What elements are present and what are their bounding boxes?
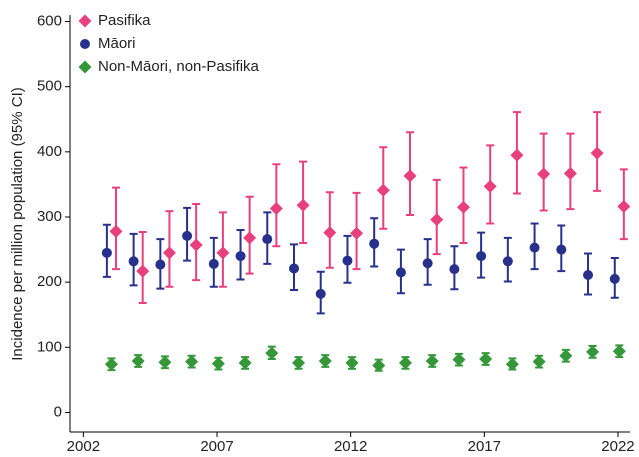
marker xyxy=(502,256,513,267)
marker xyxy=(289,263,299,274)
y-tick-label: 300 xyxy=(37,208,62,225)
marker xyxy=(398,356,412,370)
marker xyxy=(505,357,519,371)
marker xyxy=(422,258,433,269)
legend-label: Pasifika xyxy=(98,12,151,29)
marker xyxy=(395,267,406,278)
marker xyxy=(529,242,540,253)
marker xyxy=(104,357,118,371)
marker xyxy=(369,238,380,249)
marker xyxy=(185,355,199,369)
marker xyxy=(559,349,573,363)
y-tick-label: 100 xyxy=(37,338,62,355)
legend-marker xyxy=(78,60,92,74)
marker xyxy=(612,344,626,358)
marker xyxy=(452,353,466,367)
x-tick-label: 2012 xyxy=(334,438,367,452)
y-tick-label: 500 xyxy=(37,78,62,95)
marker xyxy=(131,354,145,368)
y-axis-label: Incidence per million population (95% CI… xyxy=(9,87,26,360)
marker xyxy=(563,166,577,180)
marker xyxy=(189,238,203,252)
y-tick-label: 200 xyxy=(37,273,62,290)
y-tick-label: 400 xyxy=(37,143,62,160)
marker xyxy=(265,346,279,360)
marker xyxy=(323,226,337,240)
marker xyxy=(243,231,257,245)
legend-label: Māori xyxy=(98,35,136,52)
marker xyxy=(162,246,176,260)
marker xyxy=(479,352,493,366)
marker xyxy=(449,264,460,275)
marker xyxy=(590,146,604,160)
marker xyxy=(586,345,600,359)
marker xyxy=(101,247,112,258)
marker xyxy=(269,202,283,216)
marker xyxy=(211,357,225,371)
marker xyxy=(235,251,246,262)
x-tick-label: 2007 xyxy=(200,438,233,452)
marker xyxy=(318,354,332,368)
marker xyxy=(583,269,594,280)
marker xyxy=(483,179,497,193)
marker xyxy=(216,246,230,260)
marker xyxy=(109,224,123,238)
marker xyxy=(342,255,353,266)
marker xyxy=(617,200,631,214)
marker xyxy=(476,251,487,262)
marker xyxy=(208,258,219,269)
marker xyxy=(537,167,551,181)
marker xyxy=(292,356,306,370)
marker xyxy=(262,234,273,245)
marker xyxy=(155,259,166,270)
legend-marker xyxy=(78,14,92,28)
marker xyxy=(136,264,150,278)
marker xyxy=(425,354,439,368)
x-tick-label: 2002 xyxy=(67,438,100,452)
x-tick-label: 2017 xyxy=(468,438,501,452)
marker xyxy=(510,148,524,162)
marker xyxy=(556,244,567,255)
marker xyxy=(296,198,310,212)
marker xyxy=(532,355,546,369)
marker xyxy=(182,230,193,241)
marker xyxy=(372,359,386,373)
marker xyxy=(403,169,417,183)
marker xyxy=(430,213,444,227)
y-tick-label: 0 xyxy=(54,403,62,420)
marker xyxy=(345,356,359,370)
marker xyxy=(158,355,172,369)
x-tick-label: 2022 xyxy=(601,438,634,452)
legend-marker xyxy=(80,39,90,49)
marker xyxy=(238,356,252,370)
marker xyxy=(128,256,139,267)
marker xyxy=(315,288,326,299)
marker xyxy=(350,226,364,240)
marker xyxy=(456,200,470,214)
legend-label: Non-Māori, non-Pasifika xyxy=(98,58,260,75)
y-tick-label: 600 xyxy=(37,12,62,29)
marker xyxy=(376,183,390,197)
marker xyxy=(609,273,620,284)
